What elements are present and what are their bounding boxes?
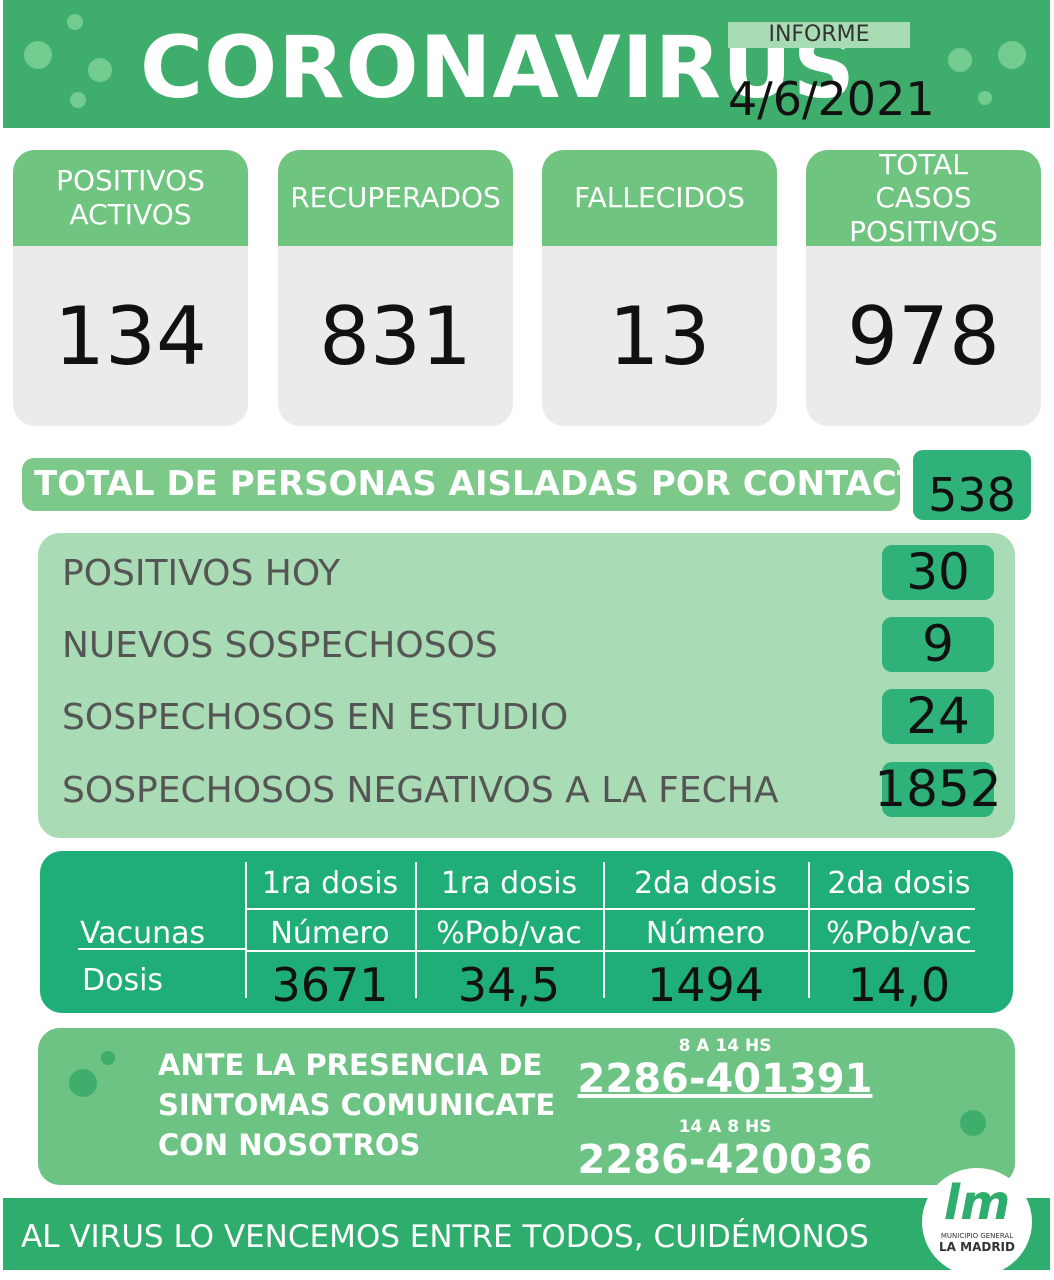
stat-value: 30 xyxy=(906,543,970,601)
stat-box xyxy=(882,617,994,672)
stat-value: 9 xyxy=(922,615,954,673)
dose-header: 2da dosis xyxy=(827,866,971,901)
card: POSITIVOS ACTIVOS 134 xyxy=(13,150,248,426)
card-label: RECUPERADOS xyxy=(278,150,513,246)
phone-number: 2286-420036 xyxy=(577,1137,873,1183)
vaccine-header: Vacunas xyxy=(80,916,206,951)
badge: INFORME xyxy=(728,22,910,48)
stat-label: SOSPECHOSOS EN ESTUDIO xyxy=(62,697,569,738)
phone-hours: 14 A 8 HS xyxy=(678,1117,772,1137)
table-line xyxy=(245,862,247,998)
logo-line: MUNICIPIO GENERAL xyxy=(940,1232,1014,1240)
stat-value: 24 xyxy=(906,687,970,745)
card-label: FALLECIDOS xyxy=(542,150,777,246)
card-value: 978 xyxy=(847,290,1000,383)
footer: AL VIRUS LO VENCEMOS ENTRE TODOS, CUIDÉM… xyxy=(3,1198,1050,1270)
stat-box xyxy=(882,762,994,817)
stat-box xyxy=(882,545,994,600)
dose-value: 1494 xyxy=(646,958,765,1012)
stat-label: NUEVOS SOSPECHOSOS xyxy=(62,625,498,666)
dose-value: 34,5 xyxy=(457,958,561,1012)
vaccine-row-label: Dosis xyxy=(82,963,164,998)
dose-value: 14,0 xyxy=(847,958,951,1012)
date: 4/6/2021 xyxy=(728,72,935,126)
dose-value: 3671 xyxy=(271,958,389,1012)
card: FALLECIDOS 13 xyxy=(542,150,777,426)
vaccine-panel xyxy=(40,851,1013,1013)
table-line xyxy=(415,862,417,998)
table-line xyxy=(603,862,605,998)
logo-mark: lm xyxy=(943,1175,1011,1231)
table-line xyxy=(245,950,975,952)
stat-label: POSITIVOS HOY xyxy=(62,553,341,594)
contact-line: ANTE LA PRESENCIA DE xyxy=(158,1048,543,1082)
table-line xyxy=(808,862,810,998)
phone-hours: 8 A 14 HS xyxy=(678,1036,772,1056)
logo: lm MUNICIPIO GENERAL LA MADRID xyxy=(922,1168,1032,1276)
card-value: 134 xyxy=(54,290,207,383)
card: TOTAL CASOS POSITIVOS 978 xyxy=(806,150,1041,426)
logo-line: LA MADRID xyxy=(939,1240,1015,1254)
measure-header: %Pob/vac xyxy=(436,916,582,951)
measure-header: Número xyxy=(270,916,390,951)
stat-value: 1852 xyxy=(874,760,1002,818)
contact-line: CON NOSOTROS xyxy=(158,1128,421,1162)
header-band xyxy=(3,0,1050,128)
contact-line: SINTOMAS COMUNICATE xyxy=(158,1088,556,1122)
dose-header: 1ra dosis xyxy=(261,866,399,901)
table-line xyxy=(78,948,246,950)
isolated-label: TOTAL DE PERSONAS AISLADAS POR CONTACTO xyxy=(22,458,949,511)
card: RECUPERADOS 831 xyxy=(278,150,513,426)
measure-header: Número xyxy=(645,916,766,951)
dose-header: 1ra dosis xyxy=(440,866,578,901)
virus-decor xyxy=(24,14,1026,108)
card-value: 831 xyxy=(319,290,472,383)
stats-panel xyxy=(38,533,1015,838)
card-label: POSITIVOS ACTIVOS xyxy=(13,150,248,246)
contact-panel xyxy=(38,1028,1015,1185)
card-value: 13 xyxy=(608,290,711,383)
virus-decor xyxy=(69,1051,986,1136)
isolated-value: 538 xyxy=(913,450,1031,520)
measure-header: %Pob/vac xyxy=(826,916,972,951)
stat-label: SOSPECHOSOS NEGATIVOS A LA FECHA xyxy=(62,770,779,811)
card-label: TOTAL CASOS POSITIVOS xyxy=(806,150,1041,248)
table-line xyxy=(245,908,975,910)
dose-header: 2da dosis xyxy=(633,866,778,901)
stat-box xyxy=(882,689,994,744)
phone-number: 2286-401391 xyxy=(577,1056,873,1102)
